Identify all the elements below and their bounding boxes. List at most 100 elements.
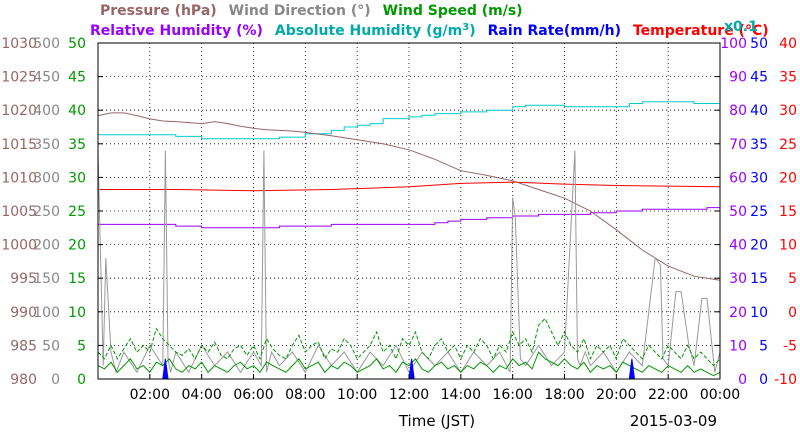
pressure-axis-label: 995 xyxy=(10,271,37,287)
x-tick-label: 20:00 xyxy=(596,387,636,403)
wind-direction-axis-label: 50 xyxy=(42,338,60,354)
legend-row-1: Pressure (hPa) Wind Direction (°) Wind Spe… xyxy=(100,3,523,19)
x-tick-label: 08:00 xyxy=(285,387,325,403)
x-tick-label: 18:00 xyxy=(544,387,584,403)
series-wind-speed-gust-m-s xyxy=(97,317,721,367)
wind-speed-axis-label: 5 xyxy=(77,338,86,354)
temperature-axis-label: 35 xyxy=(779,70,797,86)
series-relative-humidity xyxy=(98,207,720,229)
date-label: 2015-03-09 xyxy=(630,412,717,430)
legend-pressure: Pressure (hPa) xyxy=(100,3,217,19)
x-tick-label: 02:00 xyxy=(130,387,170,403)
wind-direction-axis-label: 350 xyxy=(33,137,60,153)
temperature-axis-label: -10 xyxy=(774,372,797,388)
wind-speed-axis-label: 35 xyxy=(68,137,86,153)
y-axes: 9809859909951000100510101015102010251030… xyxy=(1,36,797,388)
x-tick-label: 16:00 xyxy=(492,387,532,403)
wind-speed-axis-label: 40 xyxy=(68,103,86,119)
pressure-axis-label: 1030 xyxy=(1,36,37,52)
humidity-axis-label: 60 xyxy=(729,170,747,186)
legend-wind-speed: Wind Speed (m/s) xyxy=(383,3,523,19)
wind-speed-axis-label: 15 xyxy=(68,271,86,287)
wind-speed-axis-label: 30 xyxy=(68,170,86,186)
rain-axis-label: 5 xyxy=(759,338,768,354)
wind-direction-axis-label: 300 xyxy=(33,170,60,186)
wind-speed-axis-label: 20 xyxy=(68,238,86,254)
wind-speed-axis-label: 45 xyxy=(68,70,86,86)
wind-direction-axis-label: 450 xyxy=(33,70,60,86)
wind-speed-axis-label: 10 xyxy=(68,305,86,321)
pressure-axis-label: 1005 xyxy=(1,204,37,220)
pressure-axis-label: 1020 xyxy=(1,103,37,119)
x-tick-label: 04:00 xyxy=(181,387,221,403)
humidity-axis-label: 20 xyxy=(729,305,747,321)
wind-direction-axis-label: 400 xyxy=(33,103,60,119)
legend-rain: Rain Rate(mm/h) xyxy=(488,23,621,39)
wind-direction-axis-label: 500 xyxy=(33,36,60,52)
rain-axis-label: 25 xyxy=(750,204,768,220)
series-pressure-hpa xyxy=(97,112,721,281)
legend-wind-dir: Wind Direction (°) xyxy=(229,3,371,19)
temperature-axis-label: -5 xyxy=(783,338,797,354)
x-tick-label: 22:00 xyxy=(648,387,688,403)
series-rain-rate-mm-h xyxy=(98,358,720,380)
pressure-axis-label: 1015 xyxy=(1,137,37,153)
wind-speed-axis-label: 25 xyxy=(68,204,86,220)
humidity-axis-label: 0 xyxy=(738,372,747,388)
pressure-axis-label: 990 xyxy=(10,305,37,321)
pressure-axis-label: 1010 xyxy=(1,170,37,186)
series-wind-speed-m-s xyxy=(97,351,721,377)
x-tick-label: 06:00 xyxy=(233,387,273,403)
legend-abs-hum: Absolute Humidity (g/m3) xyxy=(275,22,476,40)
rain-axis-label: 50 xyxy=(750,36,768,52)
rain-axis-label: 35 xyxy=(750,137,768,153)
x-axis-label: Time (JST) xyxy=(398,412,475,430)
x-tick-label: 00:00 xyxy=(700,387,740,403)
pressure-axis-label: 985 xyxy=(10,338,37,354)
humidity-axis-label: 80 xyxy=(729,103,747,119)
temperature-axis-label: 40 xyxy=(779,36,797,52)
x-tick-label: 10:00 xyxy=(337,387,377,403)
series-temperature-c xyxy=(98,181,721,192)
temperature-axis-label: 20 xyxy=(779,170,797,186)
rain-axis-label: 20 xyxy=(750,238,768,254)
temperature-axis-label: 15 xyxy=(779,204,797,220)
pressure-axis-label: 1025 xyxy=(1,70,37,86)
legend-x01: x0.1 xyxy=(724,19,758,35)
plot-series xyxy=(97,101,721,380)
temperature-axis-label: 30 xyxy=(779,103,797,119)
pressure-axis-label: 1000 xyxy=(1,238,37,254)
temperature-axis-label: 5 xyxy=(788,271,797,287)
humidity-axis-label: 10 xyxy=(729,338,747,354)
wind-speed-axis-label: 50 xyxy=(68,36,86,52)
wind-direction-axis-label: 0 xyxy=(51,372,60,388)
wind-direction-axis-label: 150 xyxy=(33,271,60,287)
x-axis: 02:00 04:00 06:00 08:00 10:00 12:00 14:00 16:00… xyxy=(130,374,740,403)
temperature-axis-label: 0 xyxy=(788,305,797,321)
rain-axis-label: 40 xyxy=(750,103,768,119)
humidity-axis-label: 50 xyxy=(729,204,747,220)
x-tick-label: 14:00 xyxy=(441,387,481,403)
humidity-axis-label: 90 xyxy=(729,70,747,86)
pressure-axis-label: 980 xyxy=(10,372,37,388)
rain-axis-label: 30 xyxy=(750,170,768,186)
humidity-axis-label: 40 xyxy=(729,238,747,254)
x-tick-label: 12:00 xyxy=(389,387,429,403)
temperature-axis-label: 10 xyxy=(779,238,797,254)
wind-direction-axis-label: 100 xyxy=(33,305,60,321)
rain-axis-label: 15 xyxy=(750,271,768,287)
humidity-axis-label: 70 xyxy=(729,137,747,153)
wind-speed-axis-label: 0 xyxy=(77,372,86,388)
series-absolute-humidity-g-m3 xyxy=(98,101,721,140)
legend-row-2: Relative Humidity (%) Absolute Humidity (… xyxy=(90,19,769,39)
temperature-axis-label: 25 xyxy=(779,137,797,153)
wind-direction-axis-label: 250 xyxy=(33,204,60,220)
rain-axis-label: 0 xyxy=(759,372,768,388)
legend-temp: Temperature (°C) xyxy=(633,23,769,39)
wind-direction-axis-label: 200 xyxy=(33,238,60,254)
legend-rel-hum: Relative Humidity (%) xyxy=(90,23,263,39)
rain-axis-label: 45 xyxy=(750,70,768,86)
humidity-axis-label: 100 xyxy=(720,36,747,52)
humidity-axis-label: 30 xyxy=(729,271,747,287)
